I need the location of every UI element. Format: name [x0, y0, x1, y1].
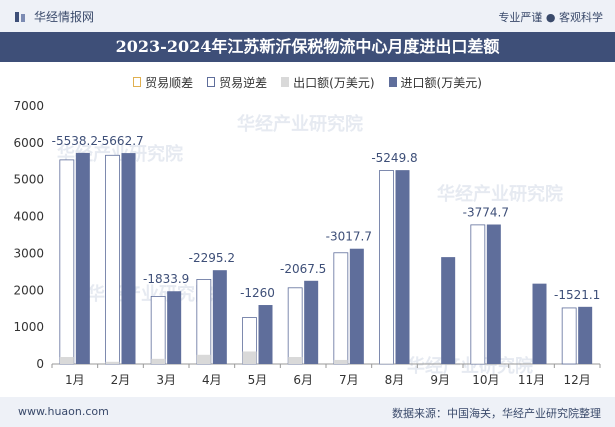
- bar-deficit-11: [561, 307, 577, 365]
- bar-deficit-5: [287, 287, 303, 365]
- data-label-0: -5538.2: [52, 134, 98, 148]
- bar-export-1: [105, 361, 120, 364]
- bar-import-3: [212, 270, 227, 364]
- legend-import-label: 进口额(万美元): [400, 75, 482, 90]
- y-tick-label-2: 2000: [13, 283, 44, 297]
- y-tick-label-3: 3000: [13, 246, 44, 260]
- bar-deficit-3: [196, 279, 212, 365]
- bar-import-7: [395, 170, 410, 364]
- data-label-1: -5662.7: [97, 134, 143, 148]
- bar-export-4: [242, 351, 257, 364]
- data-label-4: -1260: [240, 286, 275, 300]
- bar-import-5: [304, 280, 319, 364]
- bar-export-5: [288, 356, 303, 364]
- x-tick-label-9: 10月: [472, 373, 499, 387]
- x-tick-label-10: 11月: [518, 373, 545, 387]
- x-tick-label-6: 7月: [339, 373, 359, 387]
- legend-export-label: 出口额(万美元): [293, 75, 375, 90]
- bar-export-2: [151, 358, 166, 364]
- footer-url[interactable]: www.huaon.com: [18, 405, 109, 418]
- legend: 贸易顺差 贸易逆差 出口额(万美元) 进口额(万美元): [0, 73, 615, 91]
- data-label-6: -3017.7: [326, 230, 372, 244]
- data-label-3: -2295.2: [189, 251, 235, 265]
- data-label-7: -5249.8: [371, 151, 417, 165]
- y-tick-label-7: 7000: [13, 99, 44, 113]
- brand-name: 华经情报网: [34, 10, 95, 24]
- x-tick-label-4: 5月: [248, 373, 268, 387]
- brand[interactable]: 华经情报网: [14, 8, 94, 25]
- x-tick-label-7: 8月: [385, 373, 405, 387]
- logo-icon: [15, 11, 25, 22]
- bar-import-0: [75, 152, 90, 364]
- bar-deficit-9: [470, 224, 486, 365]
- x-tick-label-2: 3月: [156, 373, 176, 387]
- bar-export-0: [59, 356, 74, 364]
- bar-import-11: [578, 306, 593, 364]
- bar-import-6: [349, 248, 364, 364]
- legend-export: 出口额(万美元): [281, 73, 375, 91]
- x-tick-label-1: 2月: [111, 373, 131, 387]
- y-tick-label-4: 4000: [13, 210, 44, 224]
- watermark-3: 华经产业研究院: [407, 355, 533, 377]
- legend-surplus-label: 贸易顺差: [145, 75, 194, 90]
- x-tick-label-3: 4月: [202, 373, 222, 387]
- data-label-2: -1833.9: [143, 272, 189, 286]
- bar-deficit-6: [333, 252, 349, 365]
- y-tick-label-5: 5000: [13, 173, 44, 187]
- top-bar: 华经情报网 专业严谨 ● 客观科学: [0, 0, 615, 32]
- bar-export-6: [333, 359, 348, 364]
- bar-deficit-7: [379, 170, 394, 365]
- x-tick-label-0: 1月: [65, 373, 85, 387]
- bar-deficit-0: [59, 159, 75, 365]
- bar-import-9: [486, 224, 501, 364]
- tagline: 专业严谨 ● 客观科学: [498, 11, 603, 24]
- x-tick-label-8: 9月: [430, 373, 450, 387]
- legend-deficit-label: 贸易逆差: [219, 75, 268, 90]
- bar-import-4: [258, 305, 273, 364]
- bar-import-8: [441, 257, 456, 364]
- data-label-9: -3774.7: [463, 206, 509, 220]
- bar-deficit-2: [150, 296, 166, 365]
- y-tick-label-0: 0: [36, 357, 44, 371]
- bar-deficit-1: [105, 154, 120, 365]
- footer-source: 数据来源：中国海关，华经产业研究院整理: [392, 407, 601, 420]
- watermark-2: 华经产业研究院: [437, 183, 563, 205]
- watermark-0: 华经产业研究院: [237, 113, 363, 135]
- footer: www.huaon.com 数据来源：中国海关，华经产业研究院整理: [0, 397, 615, 427]
- legend-export-swatch: [281, 77, 290, 87]
- chart-title: 2023-2024年江苏新沂保税物流中心月度进出口差额: [0, 32, 615, 62]
- data-label-5: -2067.5: [280, 262, 326, 276]
- y-tick-label-6: 6000: [13, 136, 44, 150]
- legend-deficit-swatch: [207, 77, 216, 87]
- legend-surplus-swatch: [133, 77, 142, 87]
- bar-import-1: [121, 153, 136, 364]
- legend-surplus: 贸易顺差: [133, 73, 193, 91]
- y-tick-label-1: 1000: [13, 320, 44, 334]
- bar-import-2: [167, 291, 182, 364]
- bar-export-3: [196, 354, 211, 364]
- x-tick-label-11: 12月: [564, 373, 591, 387]
- data-label-11: -1521.1: [554, 288, 600, 302]
- legend-deficit: 贸易逆差: [207, 73, 267, 91]
- legend-import-swatch: [388, 77, 397, 87]
- x-tick-label-5: 6月: [293, 373, 313, 387]
- bar-import-10: [532, 283, 547, 364]
- legend-import: 进口额(万美元): [388, 73, 482, 91]
